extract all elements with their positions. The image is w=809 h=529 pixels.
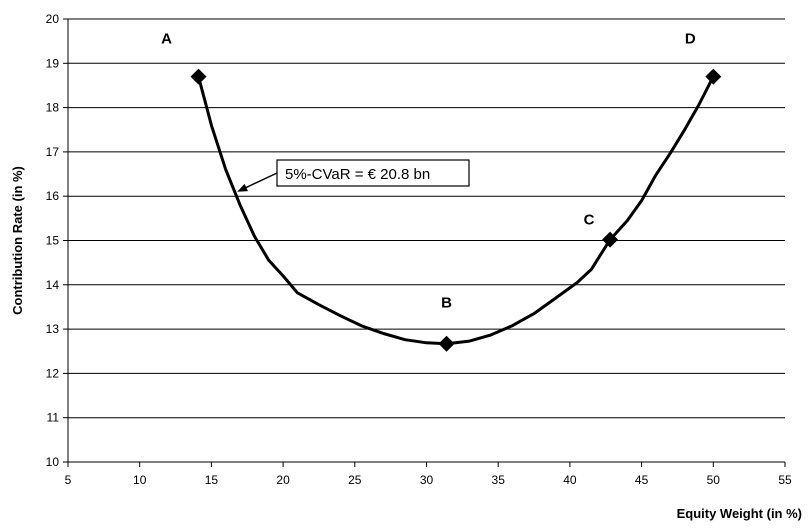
y-tick-label-10: 10 [46,455,60,469]
y-tick-labels: 10 11 12 13 14 15 16 17 18 19 20 [46,12,60,469]
annotation: 5%-CVaR = € 20.8 bn [237,159,470,192]
y-tick-label-18: 18 [46,101,60,115]
series-line [197,75,715,346]
marker-label-C: C [584,212,595,229]
x-tick-label-55: 55 [778,473,792,487]
x-tick-label-50: 50 [707,473,721,487]
marker-A [190,68,207,85]
axes [67,19,786,467]
marker-C [602,231,619,248]
x-tick-label-30: 30 [420,473,434,487]
y-tick-label-20: 20 [46,12,60,26]
y-axis-label: Contribution Rate (in %) [10,166,25,315]
marker-D [705,68,722,85]
x-tick-label-40: 40 [563,473,577,487]
x-tick-label-35: 35 [492,473,506,487]
annotation-text: 5%-CVaR = € 20.8 bn [285,166,430,183]
x-tick-label-10: 10 [133,473,147,487]
annotation-box [276,159,470,187]
y-tick-label-16: 16 [46,189,60,203]
point-markers: A B C D [161,31,722,352]
marker-label-B: B [441,295,452,312]
x-tick-label-15: 15 [205,473,219,487]
x-tick-label-20: 20 [276,473,290,487]
x-tick-label-45: 45 [635,473,649,487]
x-tick-label-5: 5 [65,473,72,487]
marker-label-D: D [685,31,696,48]
y-tick-label-15: 15 [46,234,60,248]
y-tick-label-12: 12 [46,366,60,380]
y-tick-label-19: 19 [46,56,60,70]
x-axis-label: Equity Weight (in %) [677,506,802,521]
y-tick-label-17: 17 [46,145,60,159]
grid-lines [63,18,785,463]
x-tick-label-25: 25 [348,473,362,487]
x-tick-labels: 5 10 15 20 25 30 35 40 45 50 55 [65,473,792,487]
y-tick-label-14: 14 [46,278,60,292]
marker-B [438,335,455,352]
annotation-arrowhead [237,183,248,192]
annotation-arrow [240,172,278,191]
y-tick-label-13: 13 [46,322,60,336]
marker-label-A: A [161,31,172,48]
y-tick-label-11: 11 [47,411,60,425]
